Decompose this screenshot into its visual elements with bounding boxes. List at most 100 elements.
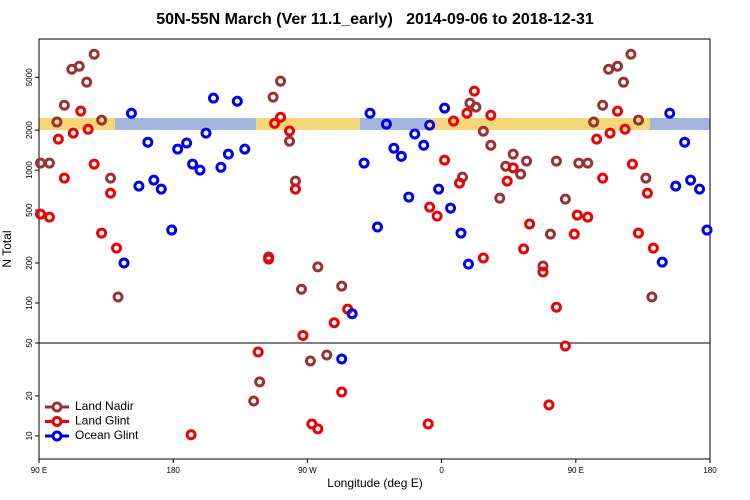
data-point [284, 135, 296, 147]
data-point [112, 291, 124, 303]
y-tick-label: 5000 [25, 68, 34, 86]
legend-swatch [51, 416, 63, 427]
data-point [172, 143, 184, 155]
data-point [88, 158, 100, 170]
data-point [371, 221, 383, 233]
data-point [612, 105, 624, 117]
plot-frame [38, 38, 711, 460]
data-point [431, 210, 443, 222]
data-point [485, 109, 497, 121]
data-point [96, 227, 108, 239]
x-axis-label: Longitude (deg E) [327, 476, 422, 490]
data-point [187, 158, 199, 170]
data-point [364, 107, 376, 119]
data-point [679, 136, 691, 148]
data-point [88, 48, 100, 60]
data-point [507, 162, 519, 174]
data-point [543, 399, 555, 411]
data-point [424, 201, 436, 213]
data-point [632, 227, 644, 239]
data-point [485, 139, 497, 151]
data-point [125, 107, 137, 119]
data-point [263, 253, 275, 265]
data-point [537, 260, 549, 272]
data-point [284, 125, 296, 137]
data-point [521, 155, 533, 167]
data-point [148, 174, 160, 186]
data-point [515, 168, 527, 180]
data-point [524, 218, 536, 230]
legend-label: Land Nadir [75, 399, 134, 413]
data-point [336, 386, 348, 398]
data-point [82, 123, 94, 135]
data-point [625, 48, 637, 60]
data-point [75, 105, 87, 117]
data-point [694, 183, 706, 195]
data-point [269, 117, 281, 129]
data-point [582, 211, 594, 223]
data-point [670, 180, 682, 192]
y-tick-label: 20 [25, 391, 34, 400]
data-point [422, 418, 434, 430]
data-point [43, 211, 55, 223]
x-tick-label: 180 [703, 466, 717, 475]
x-tick-label: 0 [439, 466, 444, 475]
data-point [304, 355, 316, 367]
data-point [603, 63, 615, 75]
data-point [34, 157, 46, 169]
data-point [518, 243, 530, 255]
data-point [573, 157, 585, 169]
data-point [346, 308, 358, 320]
data-point [200, 127, 212, 139]
data-point [358, 157, 370, 169]
data-point [559, 193, 571, 205]
data-point [321, 349, 333, 361]
y-tick-label: 200 [25, 256, 34, 270]
data-point [111, 242, 123, 254]
data-point [142, 136, 154, 148]
data-point [155, 183, 167, 195]
data-point [289, 183, 301, 195]
data-point [477, 252, 489, 264]
data-point [380, 118, 392, 130]
data-point [403, 191, 415, 203]
data-point [439, 154, 451, 166]
data-point [439, 102, 451, 114]
data-point [618, 76, 630, 88]
data-point [275, 75, 287, 87]
data-point [507, 148, 519, 160]
data-point [297, 329, 309, 341]
data-point [582, 157, 594, 169]
data-point [641, 187, 653, 199]
y-tick-label: 1000 [25, 161, 34, 179]
data-point [312, 423, 324, 435]
data-point [312, 261, 324, 273]
data-point [34, 208, 46, 220]
data-point [501, 175, 513, 187]
data-point [568, 228, 580, 240]
data-point [215, 161, 227, 173]
data-point [448, 115, 460, 127]
data-point [267, 91, 279, 103]
y-axis-label: N Total [0, 230, 14, 267]
data-point [194, 164, 206, 176]
data-point [597, 172, 609, 184]
data-point [619, 123, 631, 135]
x-tick-label: 90 E [568, 466, 584, 475]
data-point [105, 172, 117, 184]
data-point [588, 116, 600, 128]
data-point [207, 92, 219, 104]
data-point [388, 142, 400, 154]
data-point [537, 266, 549, 278]
data-point [571, 209, 583, 221]
data-point [418, 139, 430, 151]
data-point [328, 317, 340, 329]
legend-swatch [51, 430, 63, 442]
data-point [73, 60, 85, 72]
data-point [81, 76, 93, 88]
data-point [591, 133, 603, 145]
data-point [67, 127, 79, 139]
data-point [647, 242, 659, 254]
data-point [105, 187, 117, 199]
data-point [336, 353, 348, 365]
